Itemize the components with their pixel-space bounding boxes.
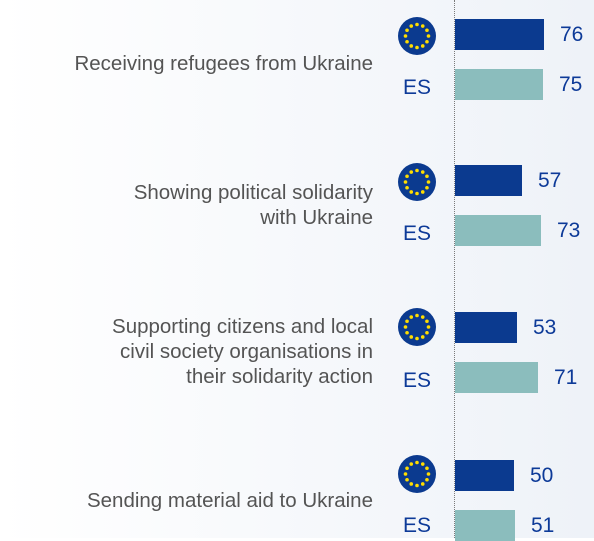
flag-star [415,191,419,196]
flag-star [409,335,414,339]
bar-es [455,510,515,541]
category-label: Sending material aid to Ukraine [86,489,373,512]
flag-star [415,483,419,488]
flag-star [409,482,414,486]
flag-star [420,315,425,319]
row-label-es: ES [402,514,431,537]
flag-star [425,330,429,335]
flag-star [405,466,409,471]
flag-star [420,335,425,339]
eu-flag-icon [398,455,436,493]
bar-eu [455,460,514,491]
category-label: Showing political solidarity with Ukrain… [133,181,373,229]
flag-star [425,39,429,44]
flag-star [415,336,419,341]
flag-star [405,39,409,44]
flag-star [405,28,409,33]
flag-star [403,34,408,38]
data-label: 71 [554,366,578,389]
bar-eu [455,312,517,343]
row-label-es: ES [402,76,431,99]
flag-disc [398,163,436,201]
flag-star [405,185,409,190]
data-label: 53 [533,316,557,339]
flag-star [420,462,425,466]
flag-star [426,180,431,184]
row-label-es: ES [402,369,431,392]
eu-flag-icon [398,17,436,55]
bar-eu [455,19,544,50]
flag-star [409,170,414,174]
flag-star [405,319,409,324]
data-label: 73 [557,219,581,242]
flag-star [426,34,431,38]
flag-star [409,24,414,28]
flag-star [420,44,425,48]
eu-flag-icon [398,308,436,346]
flag-star [425,185,429,190]
flag-star [425,477,429,482]
flag-star [415,45,419,50]
flag-star [420,190,425,194]
flag-star [420,170,425,174]
flag-star [426,472,431,476]
flag-star [405,330,409,335]
flag-star [403,180,408,184]
flag-star [425,466,429,471]
data-label: 75 [559,73,583,96]
flag-star [425,174,429,179]
eu-flag-icon [398,163,436,201]
flag-star [420,482,425,486]
data-label: 57 [538,169,562,192]
flag-star [403,472,408,476]
axis-line [454,0,455,538]
flag-star [403,325,408,329]
data-label: 50 [530,464,554,487]
flag-star [425,28,429,33]
bar-es [455,215,541,246]
flag-star [420,24,425,28]
flag-star [415,168,419,173]
flag-disc [398,17,436,55]
data-label: 51 [531,514,555,537]
flag-star [405,477,409,482]
row-label-es: ES [402,222,431,245]
flag-star [409,190,414,194]
bar-es [455,69,543,100]
category-label: Receiving refugees from Ukraine [74,52,373,75]
bar-es [455,362,538,393]
bar-eu [455,165,522,196]
flag-star [409,462,414,466]
flag-disc [398,455,436,493]
flag-star [415,460,419,465]
flag-star [409,44,414,48]
flag-star [426,325,431,329]
category-label: Supporting citizens and local civil soci… [112,315,373,388]
flag-star [415,313,419,318]
flag-star [425,319,429,324]
data-label: 76 [560,23,584,46]
flag-disc [398,308,436,346]
flag-star [405,174,409,179]
flag-star [415,22,419,27]
flag-star [409,315,414,319]
